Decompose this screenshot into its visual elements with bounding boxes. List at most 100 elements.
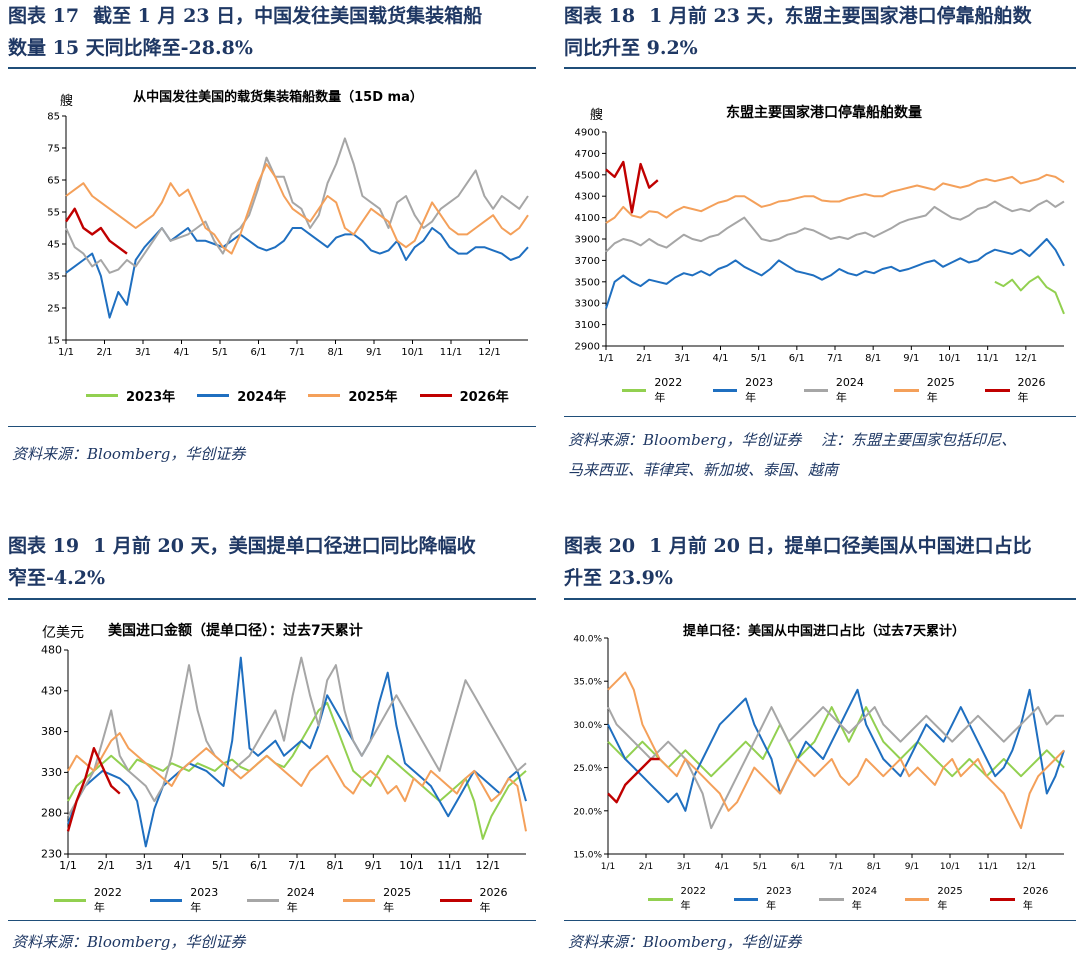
chart-19-legend: 2022年 2023年 2024年 2025年 2026年 <box>54 886 536 915</box>
legend-label-2023: 2023年 <box>190 886 219 914</box>
legend-swatch-2026 <box>985 389 1010 392</box>
legend-swatch-2026 <box>419 394 452 397</box>
x-tick-label: 9/1 <box>364 859 382 872</box>
y-tick-label: 20.0% <box>573 807 602 817</box>
y-tick-label: 65 <box>47 176 60 187</box>
x-tick-label: 8/1 <box>327 347 343 358</box>
figure-20-title-line1: 1 月前 20 日，提单口径美国从中国进口占比 <box>649 535 1032 557</box>
figure-20-source: 资料来源：Bloomberg，华创证券 <box>568 933 802 951</box>
x-tick-label: 1/1 <box>598 353 614 364</box>
legend-label-2026: 2026年 <box>1017 376 1046 404</box>
figure-18-source-line2: 马来西亚、菲律宾、新加坡、泰国、越南 <box>568 461 839 479</box>
x-tick-label: 4/1 <box>712 353 728 364</box>
x-tick-label: 11/1 <box>978 862 998 872</box>
figure-19-bottom-rule <box>8 920 536 921</box>
series-line-2026年 <box>66 747 121 832</box>
y-tick-label: 75 <box>47 144 60 155</box>
x-tick-label: 7/1 <box>829 862 843 872</box>
chart-18-legend: 2022年 2023年 2024年 2025年 2026年 <box>622 376 1076 405</box>
series-line-2023年 <box>605 238 1065 309</box>
series-line-2025年 <box>67 732 527 832</box>
x-tick-label: 2/1 <box>96 347 112 358</box>
series-line-2023年 <box>65 227 529 319</box>
legend-item-2024: 2024年 <box>246 886 321 915</box>
x-tick-label: 7/1 <box>288 859 306 872</box>
legend-swatch-2024 <box>246 899 279 902</box>
x-tick-label: 5/1 <box>753 862 767 872</box>
legend-swatch-2025 <box>308 394 341 397</box>
y-tick-label: 15 <box>47 336 60 347</box>
series-line-2023年 <box>67 656 527 848</box>
legend-label-2025: 2025年 <box>926 376 955 404</box>
figure-19-title-line2: 窄至-4.2% <box>8 567 105 589</box>
x-tick-label: 1/1 <box>59 859 77 872</box>
chart-20-legend: 2022年 2023年 2024年 2025年 2026年 <box>648 886 1076 912</box>
y-tick-label: 15.0% <box>573 851 602 861</box>
x-tick-label: 8/1 <box>867 862 881 872</box>
legend-label-2023: 2023年 <box>126 390 176 405</box>
chart-18-unit: 艘 <box>590 108 604 123</box>
chart-17-unit: 艘 <box>60 94 74 109</box>
x-tick-label: 6/1 <box>789 353 805 364</box>
legend-swatch-2023 <box>150 899 183 902</box>
figure-17-number: 图表 17 <box>8 5 80 27</box>
legend-swatch-2023 <box>712 389 738 392</box>
series-line-2024年 <box>607 706 1064 830</box>
y-tick-label: 2900 <box>575 342 600 353</box>
figure-18-number: 图表 18 <box>564 5 636 27</box>
series-line-2023年 <box>607 688 1065 812</box>
figure-20-number: 图表 20 <box>564 535 636 557</box>
legend-item-2022: 2022年 <box>648 886 712 912</box>
legend-label-2022: 2022年 <box>93 886 122 914</box>
x-tick-label: 5/1 <box>212 347 228 358</box>
legend-swatch-2022 <box>54 899 86 902</box>
y-tick-label: 3700 <box>575 256 600 267</box>
y-tick-label: 4900 <box>575 128 600 139</box>
y-tick-label: 4100 <box>575 213 600 224</box>
x-tick-label: 10/1 <box>938 353 960 364</box>
y-tick-label: 3300 <box>575 299 600 310</box>
chart-17: 15 25 35 45 55 65 75 85 1/1 2/1 3/1 4/1 5/1 6/1 7/1 8/1… <box>47 112 529 358</box>
y-tick-label: 35.0% <box>573 678 602 688</box>
chart-18-title: 东盟主要国家港口停靠船舶数量 <box>726 105 922 121</box>
chart-19-title: 美国进口金额（提单口径）：过去7天累计 <box>108 623 363 639</box>
y-tick-label: 4500 <box>575 170 600 181</box>
x-tick-label: 5/1 <box>212 859 230 872</box>
figure-20-rule <box>564 598 1076 600</box>
series-line-2024年 <box>67 656 527 817</box>
figure-19-source: 资料来源：Bloomberg，华创证券 <box>12 933 246 951</box>
x-tick-label: 12/1 <box>1016 862 1036 872</box>
legend-item-2025: 2025年 <box>308 386 398 405</box>
legend-item-2022: 2022年 <box>622 376 691 405</box>
y-tick-label: 3500 <box>575 277 600 288</box>
legend-label-2024: 2024年 <box>835 376 864 404</box>
series-line-2024年 <box>65 137 529 274</box>
legend-swatch-2024 <box>803 389 828 392</box>
legend-swatch-2023 <box>733 897 759 901</box>
x-tick-label: 6/1 <box>250 859 268 872</box>
y-tick-label: 40.0% <box>573 635 602 645</box>
legend-item-2023: 2023年 <box>712 376 782 405</box>
chart-19: 230 280 330 380 430 480 1/1 2/1 3/1 4/1 5/1 6/1 7/1 8… <box>41 644 527 872</box>
figure-19-heading: 图表 19 1 月前 20 天，美国提单口径进口同比降幅收 窄至-4.2% <box>8 530 476 594</box>
legend-swatch-2022 <box>648 897 673 901</box>
legend-item-2026: 2026年 <box>985 376 1054 405</box>
x-tick-label: 2/1 <box>636 353 652 364</box>
x-tick-label: 2/1 <box>639 862 653 872</box>
y-tick-label: 25.0% <box>573 764 602 774</box>
legend-label-2023: 2023年 <box>745 376 774 404</box>
y-tick-label: 4700 <box>575 149 600 160</box>
legend-swatch-2026 <box>439 899 472 902</box>
legend-label-2024: 2024年 <box>851 886 878 912</box>
figure-19-number: 图表 19 <box>8 535 80 557</box>
figure-17-title-line2: 数量 15 天同比降至-28.8% <box>8 37 253 59</box>
x-tick-label: 4/1 <box>715 862 729 872</box>
series-line-2026年 <box>65 207 128 255</box>
series-line-2022年 <box>994 275 1065 315</box>
y-tick-label: 480 <box>41 644 62 657</box>
x-tick-label: 8/1 <box>865 353 881 364</box>
legend-item-2026: 2026年 <box>990 886 1054 912</box>
figure-19-rule <box>8 598 536 600</box>
y-tick-label: 30.0% <box>573 721 602 731</box>
legend-item-2023: 2023年 <box>150 886 224 915</box>
